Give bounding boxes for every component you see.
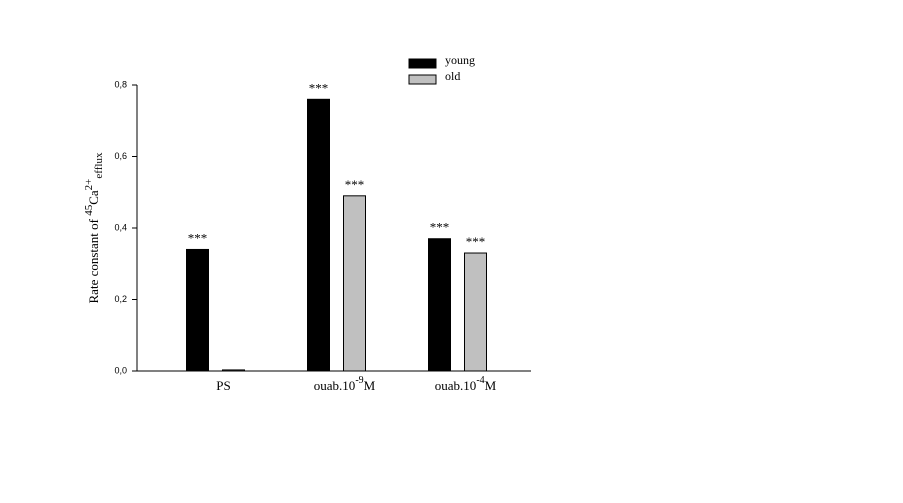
category-superscript: -9 <box>355 375 363 386</box>
bar <box>428 238 451 372</box>
category: ouab.10 <box>435 378 477 393</box>
significance-label: *** <box>188 230 208 245</box>
bar <box>222 369 245 372</box>
y-tick-label: 0,6 <box>114 151 127 161</box>
y-label-isotope: 45 <box>83 204 95 216</box>
x-tick-label: ouab.10-9M <box>314 375 376 393</box>
legend-swatch <box>408 74 437 85</box>
legend-swatch <box>408 58 437 69</box>
bar <box>464 252 487 372</box>
x-tick-label: ouab.10-4M <box>435 375 497 393</box>
significance-label: *** <box>430 220 450 235</box>
y-label-charge: 2+ <box>83 179 95 191</box>
bar <box>307 98 330 372</box>
category: PS <box>216 378 230 393</box>
legend-label: young <box>445 53 475 67</box>
y-tick-label: 0,4 <box>114 222 127 232</box>
y-tick-label: 0,2 <box>114 294 127 304</box>
significance-label: *** <box>309 80 329 95</box>
category-suffix: M <box>364 378 376 393</box>
bar <box>343 195 366 372</box>
x-tick-label: PS <box>216 378 230 393</box>
y-axis-label: Rate constant of 45Ca2+efflux <box>83 152 105 303</box>
significance-label: *** <box>345 177 365 192</box>
category-superscript: -4 <box>476 375 484 386</box>
category-suffix: M <box>485 378 497 393</box>
y-tick-label: 0,8 <box>114 79 127 89</box>
category: ouab.10 <box>314 378 356 393</box>
y-label-sub: efflux <box>93 152 105 179</box>
y-label-text: Rate constant of <box>86 216 101 304</box>
legend-label: old <box>445 69 460 83</box>
bar <box>186 248 209 372</box>
significance-label: *** <box>466 234 486 249</box>
y-tick-label: 0,0 <box>114 365 127 375</box>
y-label-ion: Ca <box>86 190 101 205</box>
